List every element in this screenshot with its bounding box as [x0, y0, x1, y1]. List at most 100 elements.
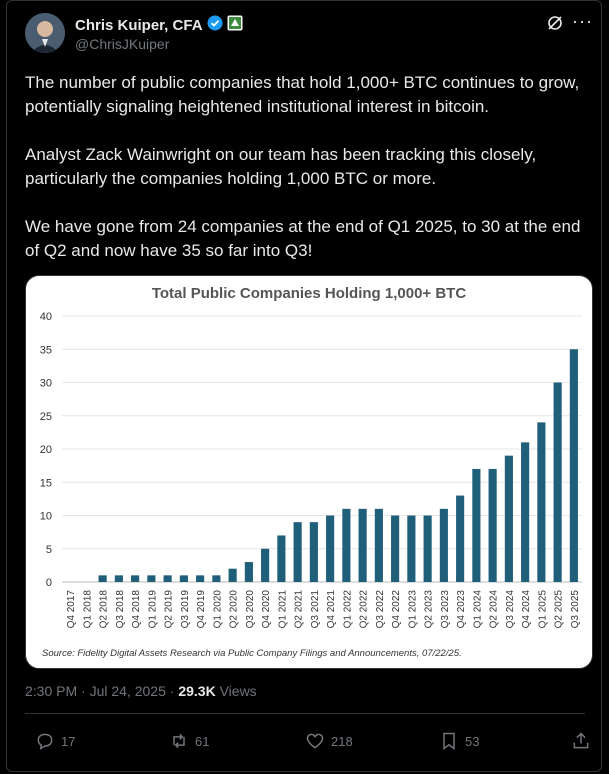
x-tick-label: Q4 2017 — [66, 590, 77, 629]
bar — [114, 575, 123, 582]
x-tick-label: Q1 2021 — [277, 590, 288, 629]
reply-button[interactable]: 17 — [35, 731, 75, 751]
y-tick-label: 20 — [40, 444, 52, 456]
separator: · — [169, 683, 179, 699]
bar-chart: Total Public Companies Holding 1,000+ BT… — [40, 285, 582, 659]
reply-icon — [37, 733, 53, 750]
y-tick-label: 0 — [46, 577, 52, 589]
bar — [423, 515, 432, 582]
x-tick-label: Q1 2025 — [537, 590, 548, 629]
bar — [163, 575, 172, 582]
x-tick-label: Q1 2020 — [212, 590, 223, 629]
x-tick-label: Q4 2021 — [326, 590, 337, 629]
bar — [212, 575, 221, 582]
x-tick-label: Q2 2021 — [294, 590, 305, 629]
bar — [456, 495, 465, 582]
tweet-paragraph: We have gone from 24 companies at the en… — [25, 217, 581, 260]
bars — [98, 349, 578, 582]
x-tick-label: Q3 2021 — [310, 590, 321, 629]
x-tick-label: Q4 2018 — [131, 590, 142, 629]
x-tick-label: Q2 2025 — [554, 590, 565, 629]
avatar[interactable] — [25, 13, 65, 53]
x-tick-label: Q2 2019 — [164, 590, 175, 629]
bar — [537, 422, 546, 582]
bar — [196, 575, 205, 582]
share-button[interactable] — [571, 731, 591, 751]
bar — [407, 515, 416, 582]
more-options-icon[interactable]: ··· — [572, 11, 593, 31]
bar — [293, 522, 302, 582]
bar — [326, 515, 335, 582]
y-tick-label: 5 — [46, 544, 52, 556]
separator: · — [81, 683, 90, 699]
chart-source: Source: Fidelity Digital Assets Research… — [42, 648, 462, 659]
views-count: 29.3K — [178, 683, 216, 699]
bar — [569, 349, 578, 582]
author-name[interactable]: Chris Kuiper, CFA — [75, 17, 203, 34]
y-tick-label: 10 — [40, 511, 52, 523]
bar — [521, 442, 530, 582]
y-tick-label: 15 — [40, 477, 52, 489]
x-tick-label: Q3 2019 — [180, 590, 191, 629]
affiliate-badge-icon[interactable] — [227, 15, 243, 36]
x-tick-label: Q4 2020 — [261, 590, 272, 629]
author-row: Chris Kuiper, CFA — [75, 15, 243, 36]
y-tick-label: 35 — [40, 344, 52, 356]
bar — [374, 508, 383, 582]
bar — [358, 508, 367, 582]
x-tick-label: Q3 2018 — [115, 590, 126, 629]
bookmark-icon — [443, 732, 455, 750]
bar — [342, 508, 351, 582]
x-tick-label: Q2 2023 — [424, 590, 435, 629]
x-tick-label: Q3 2025 — [570, 590, 581, 629]
x-tick-label: Q4 2019 — [196, 590, 207, 629]
bar — [504, 455, 513, 582]
x-tick-label: Q1 2018 — [82, 590, 93, 629]
author-handle[interactable]: @ChrisJKuiper — [75, 36, 170, 52]
bookmark-count: 53 — [465, 733, 480, 749]
x-tick-label: Q3 2020 — [245, 590, 256, 629]
bar — [261, 548, 270, 582]
like-button[interactable]: 218 — [305, 731, 353, 751]
tweet-card: Chris Kuiper, CFA @ChrisJKuiper ··· The … — [6, 0, 602, 772]
bar — [439, 508, 448, 582]
x-tick-label: Q3 2022 — [375, 590, 386, 629]
bookmark-button[interactable]: 53 — [439, 731, 479, 751]
tweet-paragraph: The number of public companies that hold… — [25, 73, 580, 116]
x-tick-label: Q2 2020 — [229, 590, 240, 629]
bar — [553, 382, 562, 582]
y-tick-label: 40 — [40, 311, 52, 323]
x-tick-label: Q4 2023 — [456, 590, 467, 629]
bar — [244, 562, 253, 582]
divider — [25, 713, 585, 714]
repost-count: 61 — [195, 733, 210, 749]
bar — [131, 575, 140, 582]
bar — [309, 522, 318, 582]
x-tick-label: Q4 2022 — [391, 590, 402, 629]
bar — [277, 535, 286, 582]
x-tick-label: Q1 2024 — [472, 590, 483, 629]
bar — [391, 515, 400, 582]
tweet-date[interactable]: Jul 24, 2025 — [89, 683, 166, 699]
views-label: Views — [219, 683, 257, 699]
y-tick-label: 30 — [40, 378, 52, 390]
y-tick-label: 25 — [40, 411, 52, 423]
y-axis: 0 5 10 15 20 25 30 35 40 — [40, 311, 52, 589]
bar — [147, 575, 156, 582]
x-tick-label: Q4 2024 — [521, 590, 532, 629]
repost-button[interactable]: 61 — [169, 731, 209, 751]
chart-image[interactable]: Total Public Companies Holding 1,000+ BT… — [25, 275, 593, 669]
tweet-time[interactable]: 2:30 PM — [25, 683, 78, 699]
grok-icon[interactable] — [547, 15, 563, 36]
bar — [98, 575, 107, 582]
like-count: 218 — [331, 733, 353, 749]
chart-title: Total Public Companies Holding 1,000+ BT… — [152, 285, 467, 302]
bar — [472, 468, 481, 582]
x-tick-label: Q3 2024 — [505, 590, 516, 629]
x-tick-label: Q2 2024 — [489, 590, 500, 629]
tweet-text: The number of public companies that hold… — [25, 71, 585, 287]
x-tick-label: Q1 2023 — [407, 590, 418, 629]
bar — [228, 568, 237, 582]
tweet-meta: 2:30 PM · Jul 24, 2025 · 29.3K Views — [25, 683, 257, 699]
x-tick-label: Q3 2023 — [440, 590, 451, 629]
